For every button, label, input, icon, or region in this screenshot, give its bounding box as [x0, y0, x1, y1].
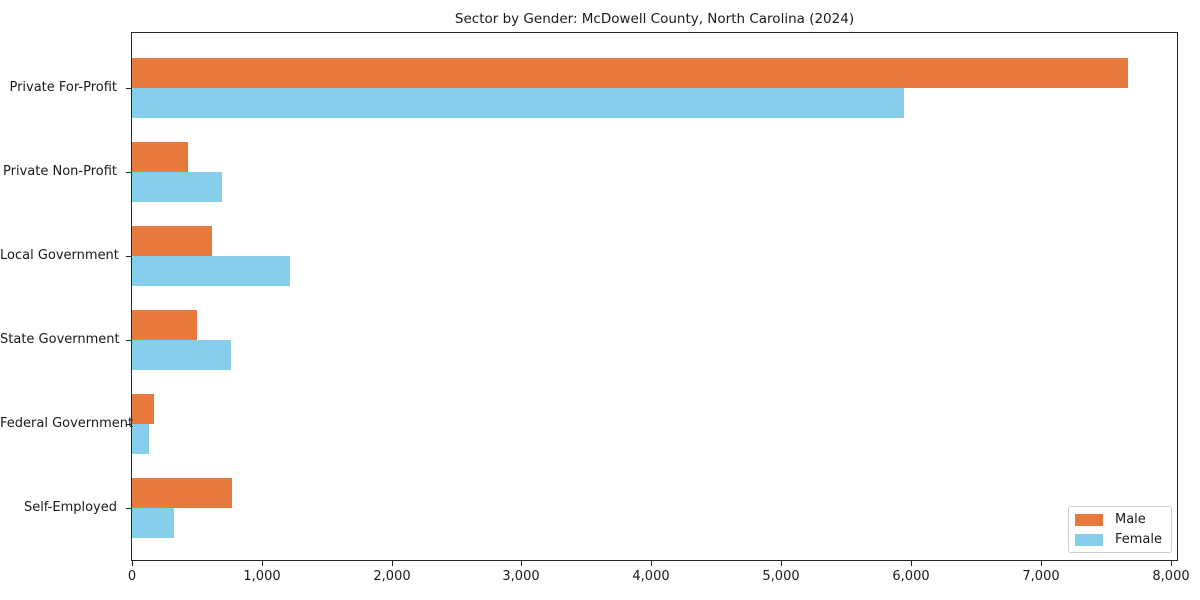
legend-swatch-female: [1074, 533, 1103, 546]
bar-male-private-for-profit: [132, 58, 1128, 88]
bar-female-federal-government: [132, 424, 149, 454]
x-tick-label-4000: 4,000: [632, 569, 670, 584]
y-tick-mark: [126, 424, 131, 425]
y-tick-label-state-government: State Government: [0, 332, 120, 347]
bar-male-state-government: [132, 310, 197, 340]
y-tick-mark: [126, 88, 131, 89]
bar-male-self-employed: [132, 478, 232, 508]
bar-female-private-for-profit: [132, 88, 904, 118]
chart-title: Sector by Gender: McDowell County, North…: [454, 11, 855, 27]
bar-male-federal-government: [132, 394, 154, 424]
legend-swatch-male: [1074, 513, 1103, 526]
x-tick-mark: [392, 561, 393, 566]
y-tick-mark: [126, 508, 131, 509]
x-tick-mark: [1171, 561, 1172, 566]
plot-area: Male Female: [131, 32, 1178, 561]
y-tick-mark: [126, 340, 131, 341]
x-tick-label-8000: 8,000: [1152, 569, 1190, 584]
x-tick-label-3000: 3,000: [502, 569, 540, 584]
bar-female-local-government: [132, 256, 290, 286]
x-tick-label-2000: 2,000: [373, 569, 411, 584]
x-tick-mark: [651, 561, 652, 566]
x-tick-mark: [911, 561, 912, 566]
bar-female-state-government: [132, 340, 231, 370]
legend-entry-female: Female: [1074, 532, 1162, 547]
bar-female-private-non-profit: [132, 172, 222, 202]
bar-male-private-non-profit: [132, 142, 188, 172]
legend-label-male: Male: [1114, 512, 1146, 527]
y-tick-label-private-for-profit: Private For-Profit: [9, 80, 117, 95]
y-tick-mark: [126, 256, 131, 257]
y-tick-label-private-non-profit: Private Non-Profit: [3, 164, 117, 179]
y-tick-mark: [126, 172, 131, 173]
x-tick-mark: [1041, 561, 1042, 566]
x-tick-label-5000: 5,000: [762, 569, 800, 584]
x-tick-label-6000: 6,000: [892, 569, 930, 584]
legend-label-female: Female: [1114, 532, 1162, 547]
x-tick-label-1000: 1,000: [243, 569, 281, 584]
y-tick-label-self-employed: Self-Employed: [23, 500, 117, 515]
y-tick-label-federal-government: Federal Government: [0, 416, 134, 431]
y-tick-label-local-government: Local Government: [0, 248, 119, 263]
x-tick-mark: [781, 561, 782, 566]
x-tick-label-7000: 7,000: [1022, 569, 1060, 584]
x-tick-mark: [521, 561, 522, 566]
bar-male-local-government: [132, 226, 212, 256]
legend-entry-male: Male: [1074, 512, 1162, 527]
x-tick-mark: [132, 561, 133, 566]
legend: Male Female: [1067, 506, 1172, 553]
x-tick-mark: [262, 561, 263, 566]
bar-female-self-employed: [132, 508, 174, 538]
x-tick-label-0: 0: [127, 569, 137, 584]
